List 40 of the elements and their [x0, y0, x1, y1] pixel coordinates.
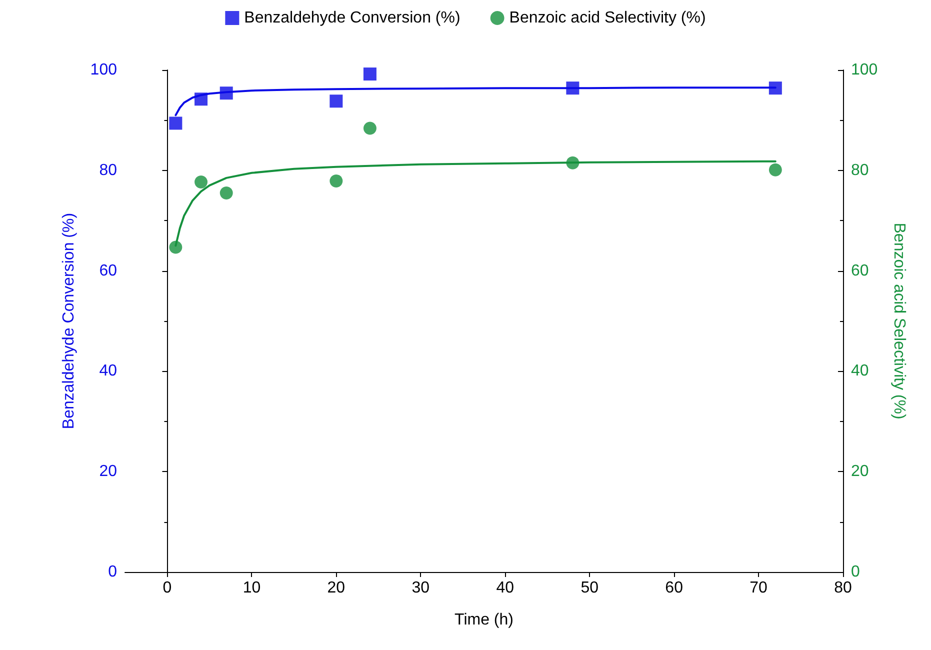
y2-axis-title: Benzoic acid Selectivity (%): [890, 222, 908, 420]
point: [566, 82, 580, 95]
x-tick-label: 30: [412, 580, 430, 596]
y2-tick-label: 0: [851, 564, 860, 580]
y2-tick-label: 20: [851, 463, 869, 480]
point: [220, 186, 233, 200]
point: [220, 86, 233, 100]
y-tick-label: 100: [90, 62, 118, 78]
x-axis-title: Time (h): [454, 612, 514, 628]
point: [768, 82, 782, 95]
x-tick-label: 50: [580, 580, 599, 596]
y-tick-label: 0: [108, 564, 118, 580]
x-tick-label: 10: [242, 580, 261, 596]
y-tick-label: 60: [99, 262, 118, 280]
x-tick-label: 0: [162, 580, 172, 596]
y2-tick-label: 60: [851, 262, 869, 280]
y-axis-title: Benzaldehyde Conversion (%): [60, 212, 78, 430]
y-tick-label: 20: [99, 463, 118, 480]
x-tick-label: 70: [750, 580, 768, 596]
point: [169, 240, 182, 254]
point: [363, 122, 376, 135]
point: [363, 68, 376, 81]
y2-tick-label: 40: [851, 362, 869, 380]
x-tick-label: 20: [327, 580, 346, 596]
point: [194, 92, 208, 106]
x-tick-label: 40: [496, 580, 514, 596]
y-tick-label: 80: [99, 162, 118, 179]
point: [768, 163, 782, 176]
x-tick-label: 60: [665, 580, 684, 596]
point: [194, 175, 208, 188]
point: [330, 94, 343, 108]
y-tick-label: 40: [99, 362, 118, 380]
point: [169, 116, 182, 130]
point: [330, 174, 343, 188]
legend-label: Benzaldehyde Conversion (%): [244, 10, 460, 26]
legend-label: Benzoic acid Selectivity (%): [509, 10, 706, 26]
y2-tick-label: 80: [851, 162, 869, 179]
y2-tick-label: 100: [851, 62, 878, 78]
x-tick-label: 80: [834, 580, 852, 596]
point: [566, 156, 580, 170]
